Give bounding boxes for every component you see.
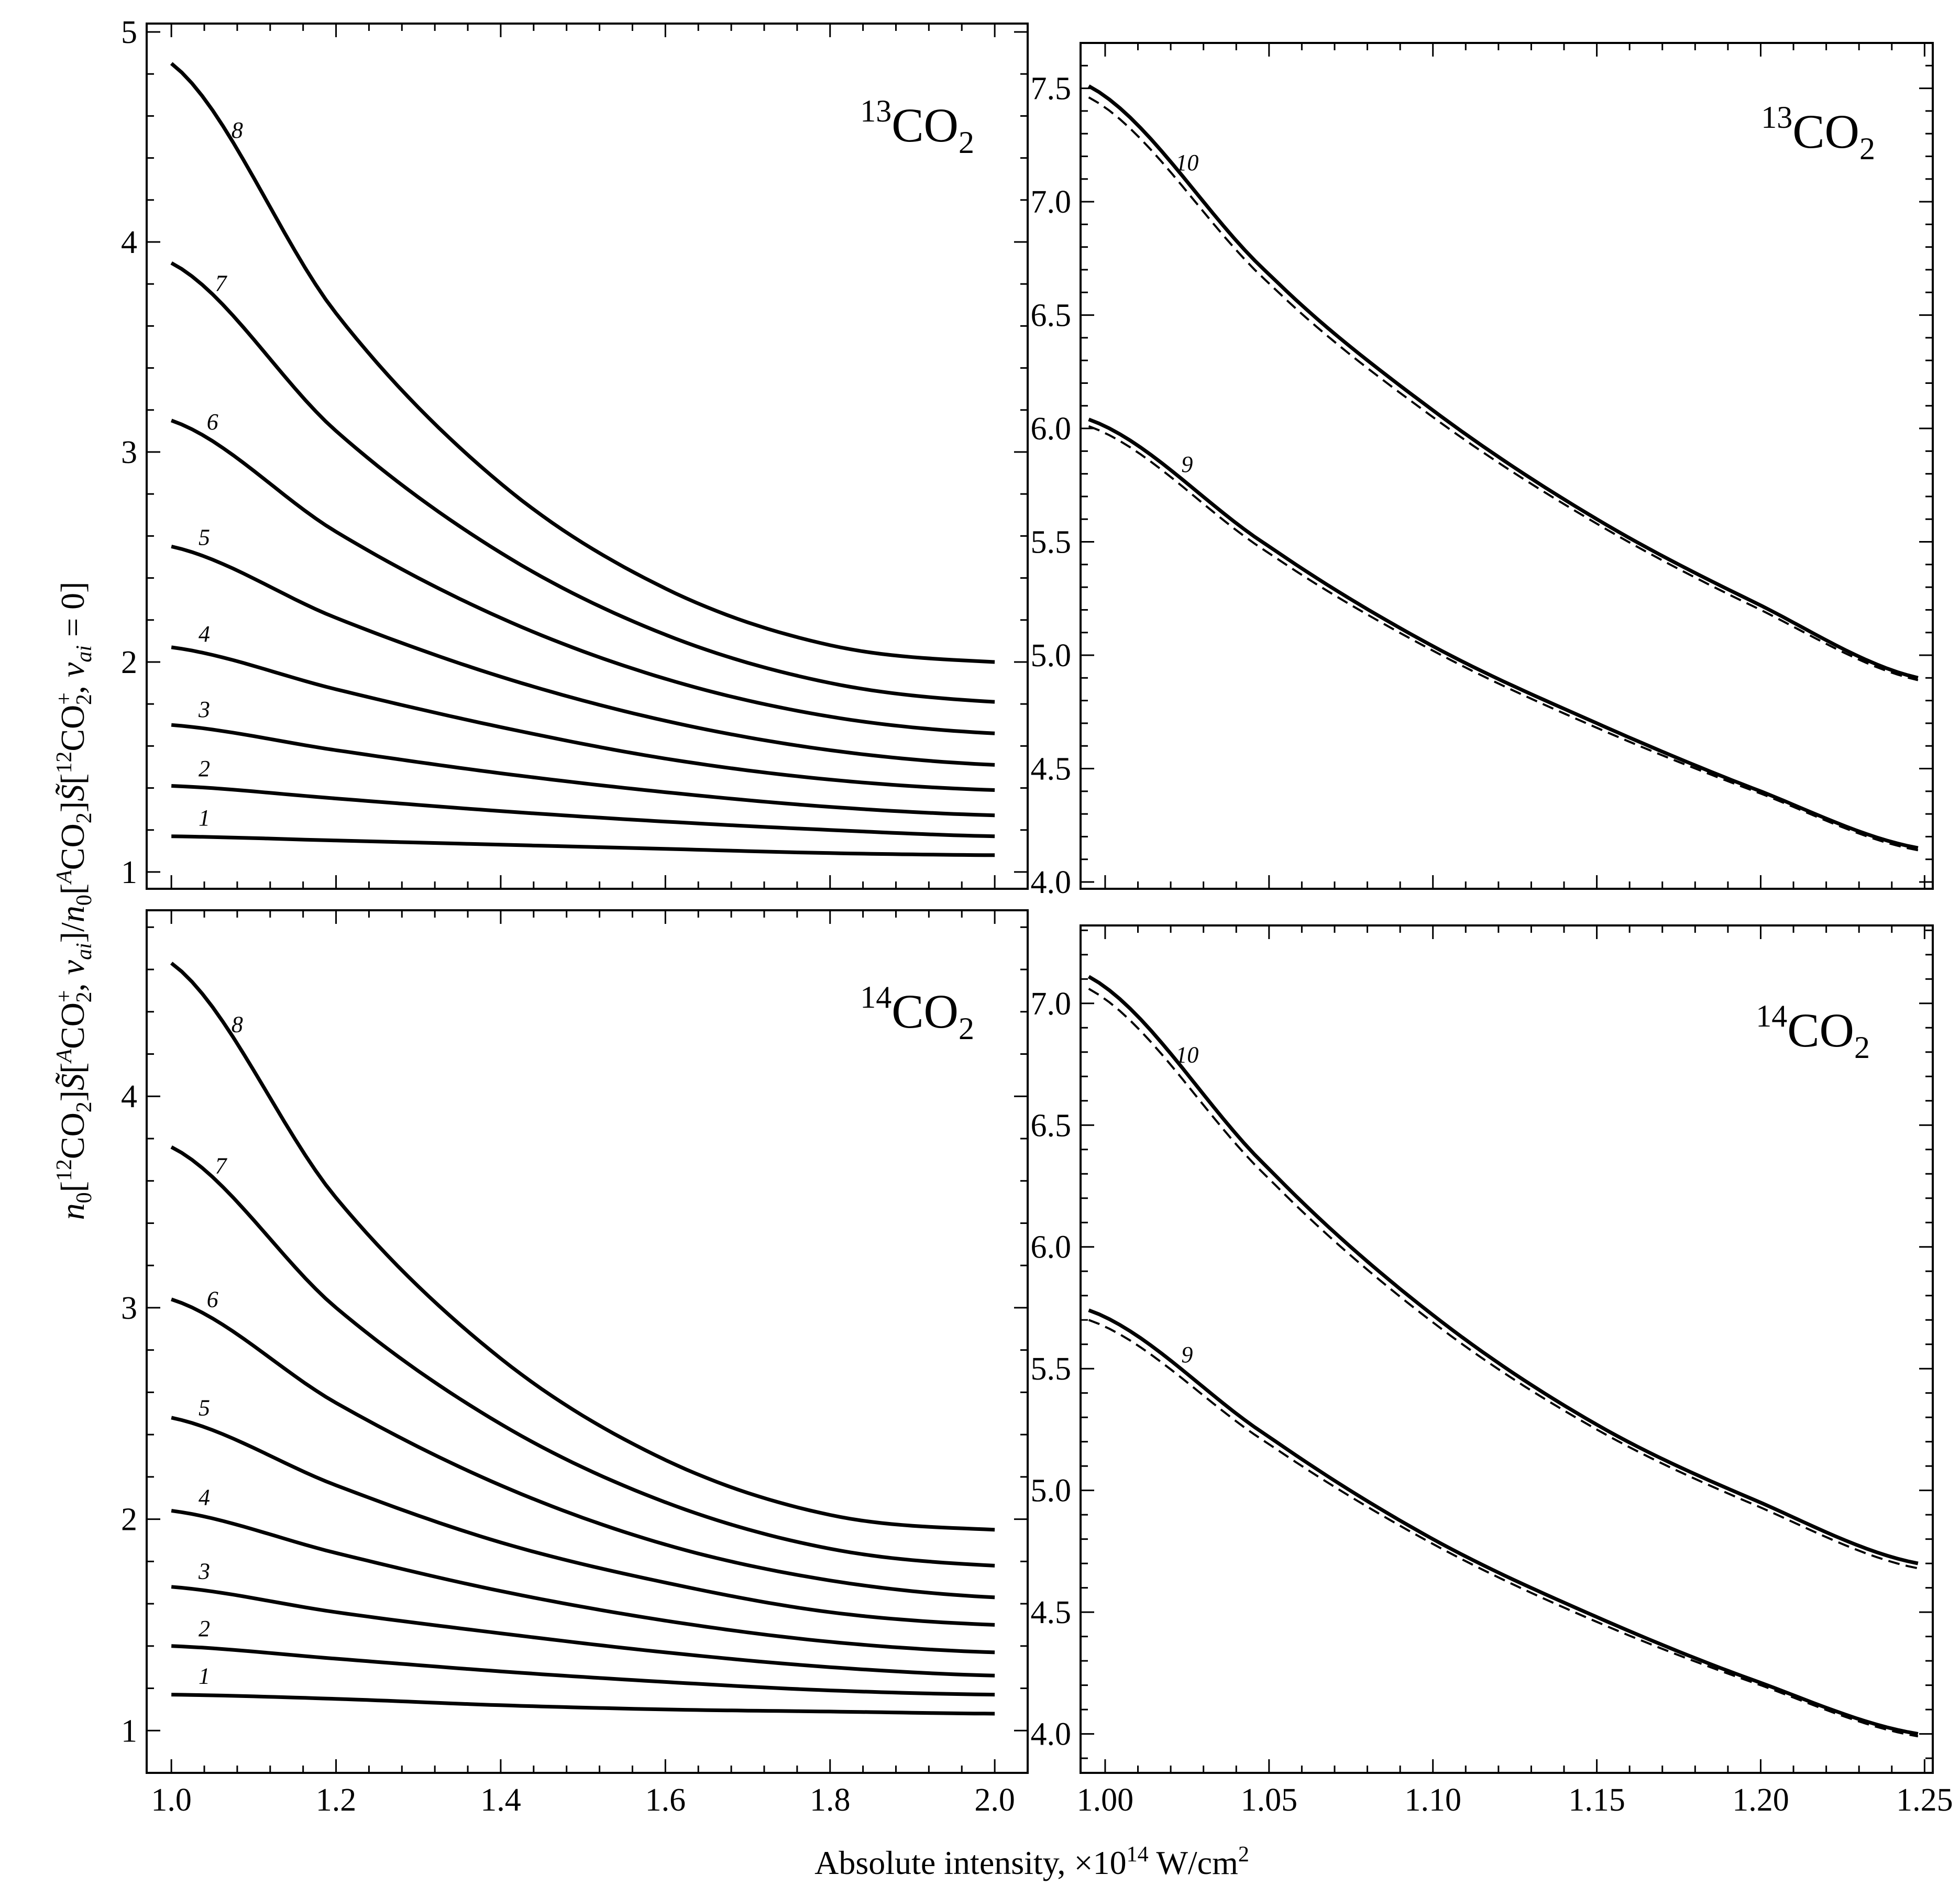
- y-tick-label: 4.0: [1031, 865, 1072, 900]
- curve-label-10: 10: [1175, 150, 1198, 175]
- y-tick-label: 7.5: [1031, 71, 1072, 107]
- curve-label-5: 5: [199, 524, 210, 550]
- curve-label-7: 7: [215, 1153, 227, 1178]
- curve-label-6: 6: [207, 1286, 218, 1312]
- series-line-5: [171, 545, 995, 767]
- panel-top-left: 1 2 3 4 5 1 2 3 4 5 6 7 8 13CO2: [121, 15, 1029, 890]
- series-line-8: [170, 962, 995, 1532]
- x-tick-label: 1.25: [1896, 1782, 1953, 1818]
- series-line-9-dashed: [1088, 425, 1919, 852]
- panel-bottom-left: 1.0 1.2 1.4 1.6 1.8 2.0 1 2 3 4 1 2 3 4 5 6 7 8 14CO2: [121, 909, 1029, 1818]
- x-tick-label: 1.15: [1568, 1782, 1625, 1818]
- x-tick-label: 1.4: [480, 1782, 521, 1818]
- y-tick-label: 2: [121, 1502, 137, 1538]
- series-line-2: [171, 784, 995, 839]
- y-tick-label: 4: [121, 225, 137, 260]
- series-line-1: [171, 1693, 995, 1716]
- curve-label-10: 10: [1175, 1042, 1198, 1067]
- series-line-10-dashed: [1088, 96, 1919, 681]
- x-tick-label: 1.00: [1077, 1782, 1134, 1818]
- panel-top-right: 4.0 4.5 5.0 5.5 6.0 6.5 7.0 7.5 9 10 13CO2: [1031, 42, 1934, 900]
- series-line-9: [1088, 1308, 1919, 1736]
- series-line-1: [171, 834, 995, 857]
- plot-frame: [1080, 924, 1934, 1774]
- curve-label-7: 7: [215, 271, 227, 296]
- y-tick-label: 7.0: [1031, 986, 1072, 1022]
- curve-label-9: 9: [1181, 1342, 1193, 1367]
- curve-label-2: 2: [199, 1616, 210, 1641]
- y-tick-label: 4.5: [1031, 752, 1072, 787]
- y-tick-label: 2: [121, 645, 137, 680]
- series-line-5: [171, 1416, 995, 1627]
- panel-title: 14CO2: [860, 980, 974, 1046]
- x-tick-label: 2.0: [974, 1782, 1015, 1818]
- plot-frame: [146, 909, 1029, 1774]
- y-tick-label: 1: [121, 1713, 137, 1749]
- series-line-4: [171, 645, 995, 792]
- x-axis-label: Absolute intensity, ×1014 W/cm2: [814, 1843, 1249, 1881]
- y-tick-label: 5.0: [1031, 1473, 1072, 1509]
- y-tick-label: 5: [121, 15, 137, 50]
- series-line-8: [170, 62, 995, 664]
- series-line-3: [171, 723, 995, 818]
- panel-title: 13CO2: [1761, 100, 1875, 166]
- y-tick-label: 3: [121, 435, 137, 470]
- panels: 1 2 3 4 5 1 2 3 4 5 6 7 8 13CO2 4.0 4.5 5.0 5.5 6.0 6.5 7.0 7…: [121, 15, 1953, 1818]
- y-tick-label: 6.0: [1031, 1230, 1072, 1265]
- curve-label-8: 8: [232, 117, 243, 143]
- curve-label-3: 3: [198, 1558, 210, 1584]
- series-line-10: [1087, 84, 1919, 680]
- panel-title: 13CO2: [860, 94, 974, 160]
- y-tick-label: 7.0: [1031, 184, 1072, 220]
- curve-label-4: 4: [199, 1485, 210, 1510]
- series-line-4: [171, 1508, 995, 1655]
- curve-label-3: 3: [198, 697, 210, 722]
- y-tick-label: 6.0: [1031, 411, 1072, 447]
- series-line-6: [171, 1297, 995, 1600]
- curve-label-9: 9: [1181, 451, 1193, 477]
- x-tick-label: 1.10: [1404, 1782, 1461, 1818]
- plot-frame: [146, 23, 1029, 890]
- series-line-10: [1087, 975, 1919, 1565]
- y-tick-label: 6.5: [1031, 298, 1072, 334]
- panel-bottom-right: 1.00 1.05 1.10 1.15 1.20 1.25 4.0 4.5 5.0 5.5 6.0 6…: [1031, 924, 1953, 1818]
- y-tick-label: 5.5: [1031, 525, 1072, 560]
- x-tick-label: 1.0: [151, 1782, 192, 1818]
- x-tick-label: 1.20: [1732, 1782, 1789, 1818]
- series-line-10-dashed: [1088, 988, 1919, 1570]
- curve-label-8: 8: [232, 1012, 243, 1038]
- curve-label-2: 2: [199, 756, 210, 781]
- panel-title: 14CO2: [1756, 999, 1870, 1065]
- y-tick-label: 5.5: [1031, 1351, 1072, 1387]
- y-tick-label: 3: [121, 1291, 137, 1326]
- series-line-9-dashed: [1088, 1319, 1919, 1738]
- x-tick-label: 1.6: [645, 1782, 686, 1818]
- curve-label-5: 5: [199, 1395, 210, 1421]
- y-axis-label: n0[12CO2]S̃[ACO+2, vai]/n0[ACO2]S̃[12CO+…: [52, 582, 96, 1220]
- series-line-7: [170, 261, 995, 704]
- curve-label-1: 1: [199, 1663, 210, 1689]
- series-line-9: [1088, 417, 1919, 850]
- x-tick-label: 1.2: [316, 1782, 357, 1818]
- plot-frame: [1080, 42, 1934, 890]
- curve-label-4: 4: [199, 621, 210, 647]
- y-tick-label: 6.5: [1031, 1108, 1072, 1143]
- curve-label-6: 6: [207, 409, 218, 435]
- y-tick-label: 1: [121, 855, 137, 890]
- y-tick-label: 5.0: [1031, 638, 1072, 674]
- x-tick-label: 1.8: [810, 1782, 851, 1818]
- y-tick-label: 4: [121, 1079, 137, 1115]
- series-line-3: [171, 1585, 995, 1678]
- curve-label-1: 1: [199, 805, 210, 831]
- series-line-7: [170, 1145, 995, 1568]
- y-tick-label: 4.0: [1031, 1717, 1072, 1752]
- x-tick-label: 1.05: [1241, 1782, 1298, 1818]
- y-tick-label: 4.5: [1031, 1595, 1072, 1630]
- series-line-6: [170, 418, 995, 735]
- series-line-2: [171, 1644, 995, 1697]
